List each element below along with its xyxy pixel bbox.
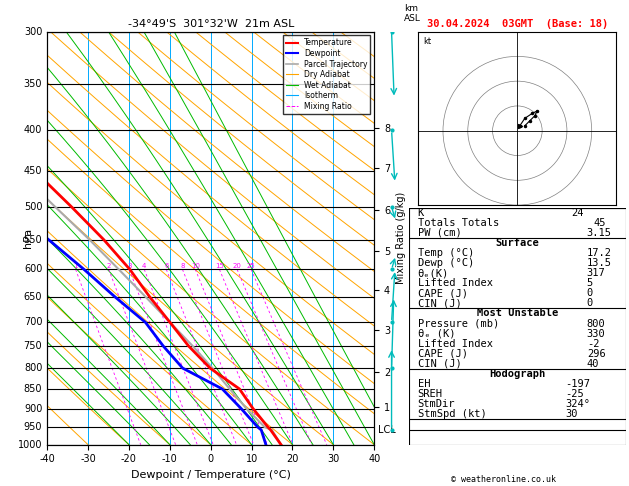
Text: 30: 30 bbox=[565, 409, 577, 419]
Text: CIN (J): CIN (J) bbox=[418, 298, 461, 309]
Text: 800: 800 bbox=[587, 319, 606, 329]
Legend: Temperature, Dewpoint, Parcel Trajectory, Dry Adiabat, Wet Adiabat, Isotherm, Mi: Temperature, Dewpoint, Parcel Trajectory… bbox=[283, 35, 370, 114]
Text: 750: 750 bbox=[24, 341, 42, 351]
Text: 317: 317 bbox=[587, 268, 606, 278]
Text: PW (cm): PW (cm) bbox=[418, 228, 461, 238]
Text: CIN (J): CIN (J) bbox=[418, 359, 461, 369]
Text: Most Unstable: Most Unstable bbox=[477, 309, 558, 318]
Text: 350: 350 bbox=[24, 80, 42, 89]
Text: 3.15: 3.15 bbox=[587, 228, 612, 238]
Title: -34°49'S  301°32'W  21m ASL: -34°49'S 301°32'W 21m ASL bbox=[128, 19, 294, 30]
Text: Lifted Index: Lifted Index bbox=[418, 339, 493, 349]
Text: 0: 0 bbox=[587, 288, 593, 298]
Text: 45: 45 bbox=[593, 218, 606, 227]
Text: 550: 550 bbox=[24, 235, 42, 244]
Text: 700: 700 bbox=[24, 317, 42, 327]
Text: 6: 6 bbox=[164, 263, 169, 269]
Text: 300: 300 bbox=[24, 27, 42, 36]
X-axis label: Dewpoint / Temperature (°C): Dewpoint / Temperature (°C) bbox=[131, 470, 291, 480]
Y-axis label: Mixing Ratio (g/kg): Mixing Ratio (g/kg) bbox=[396, 192, 406, 284]
Text: EH: EH bbox=[418, 379, 430, 389]
Text: Hodograph: Hodograph bbox=[489, 369, 545, 379]
Text: km
ASL: km ASL bbox=[404, 4, 421, 23]
Text: 324°: 324° bbox=[565, 399, 590, 409]
Text: 600: 600 bbox=[24, 264, 42, 275]
Text: 3: 3 bbox=[127, 263, 131, 269]
Text: Totals Totals: Totals Totals bbox=[418, 218, 499, 227]
Text: © weatheronline.co.uk: © weatheronline.co.uk bbox=[451, 474, 555, 484]
Text: kt: kt bbox=[423, 37, 431, 46]
Text: CAPE (J): CAPE (J) bbox=[418, 349, 467, 359]
Text: CAPE (J): CAPE (J) bbox=[418, 288, 467, 298]
Text: 20: 20 bbox=[233, 263, 242, 269]
Text: 17.2: 17.2 bbox=[587, 248, 612, 258]
Text: θₑ(K): θₑ(K) bbox=[418, 268, 448, 278]
Text: 850: 850 bbox=[24, 384, 42, 394]
Text: hPa: hPa bbox=[23, 228, 33, 248]
Text: 900: 900 bbox=[24, 403, 42, 414]
Text: 24: 24 bbox=[572, 208, 584, 218]
Text: LCL: LCL bbox=[377, 425, 395, 435]
Text: 1000: 1000 bbox=[18, 440, 42, 450]
Text: 800: 800 bbox=[24, 363, 42, 373]
Text: 8: 8 bbox=[181, 263, 185, 269]
Text: K: K bbox=[418, 208, 424, 218]
Text: SREH: SREH bbox=[418, 389, 443, 399]
Text: Dewp (°C): Dewp (°C) bbox=[418, 258, 474, 268]
Text: 296: 296 bbox=[587, 349, 606, 359]
Text: Temp (°C): Temp (°C) bbox=[418, 248, 474, 258]
Text: 950: 950 bbox=[24, 422, 42, 432]
Text: 0: 0 bbox=[587, 298, 593, 309]
Text: -25: -25 bbox=[565, 389, 584, 399]
Text: 450: 450 bbox=[24, 166, 42, 176]
Text: 650: 650 bbox=[24, 292, 42, 302]
Text: -197: -197 bbox=[565, 379, 590, 389]
Text: StmSpd (kt): StmSpd (kt) bbox=[418, 409, 486, 419]
Text: 40: 40 bbox=[587, 359, 599, 369]
Text: -2: -2 bbox=[587, 339, 599, 349]
Text: 13.5: 13.5 bbox=[587, 258, 612, 268]
Text: 5: 5 bbox=[587, 278, 593, 288]
Text: 1: 1 bbox=[74, 263, 78, 269]
Text: 15: 15 bbox=[215, 263, 224, 269]
Text: 25: 25 bbox=[247, 263, 255, 269]
Text: StmDir: StmDir bbox=[418, 399, 455, 409]
Text: Pressure (mb): Pressure (mb) bbox=[418, 319, 499, 329]
Text: 400: 400 bbox=[24, 125, 42, 135]
Text: 2: 2 bbox=[106, 263, 111, 269]
Text: Lifted Index: Lifted Index bbox=[418, 278, 493, 288]
Text: 330: 330 bbox=[587, 329, 606, 339]
Text: 4: 4 bbox=[142, 263, 147, 269]
Text: θₑ (K): θₑ (K) bbox=[418, 329, 455, 339]
Text: 30.04.2024  03GMT  (Base: 18): 30.04.2024 03GMT (Base: 18) bbox=[426, 19, 608, 29]
Text: 500: 500 bbox=[24, 202, 42, 212]
Text: 10: 10 bbox=[191, 263, 200, 269]
Text: Surface: Surface bbox=[496, 238, 539, 248]
